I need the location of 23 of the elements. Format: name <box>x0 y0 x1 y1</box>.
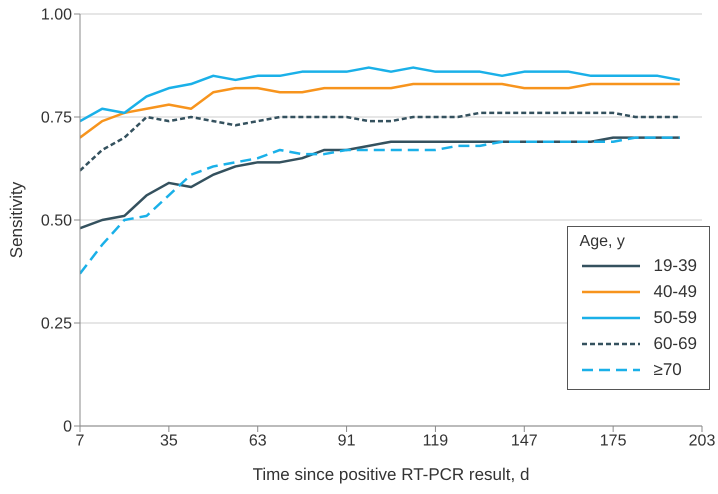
legend-label: 60-69 <box>654 334 697 354</box>
line-series <box>80 82 682 139</box>
x-tick-label: 147 <box>510 432 538 450</box>
x-tick-label: 119 <box>422 432 448 450</box>
x-tick-label: 91 <box>338 432 356 450</box>
y-axis-title: Sensitivity <box>7 181 26 258</box>
x-tick-label: 203 <box>688 432 716 450</box>
x-tick-label: 35 <box>160 432 178 450</box>
legend-label: 19-39 <box>654 256 697 276</box>
y-tick-label: 0.50 <box>40 212 72 230</box>
y-tick-label: 0 <box>63 418 72 436</box>
y-tick-label: 1.00 <box>40 6 72 24</box>
x-axis-title: Time since positive RT-PCR result, d <box>252 465 530 484</box>
x-tick-label: 63 <box>248 432 267 450</box>
x-tick-label: 175 <box>600 432 627 450</box>
y-tick-label: 0.25 <box>40 316 72 333</box>
legend-label: ≥70 <box>654 360 682 380</box>
line-series <box>80 66 682 122</box>
y-tick-label: 0.75 <box>40 110 72 127</box>
legend-label: 40-49 <box>654 282 697 302</box>
legend-label: 50-59 <box>654 308 697 328</box>
x-tick-label: 7 <box>76 432 85 450</box>
legend-title: Age, y <box>580 233 626 251</box>
